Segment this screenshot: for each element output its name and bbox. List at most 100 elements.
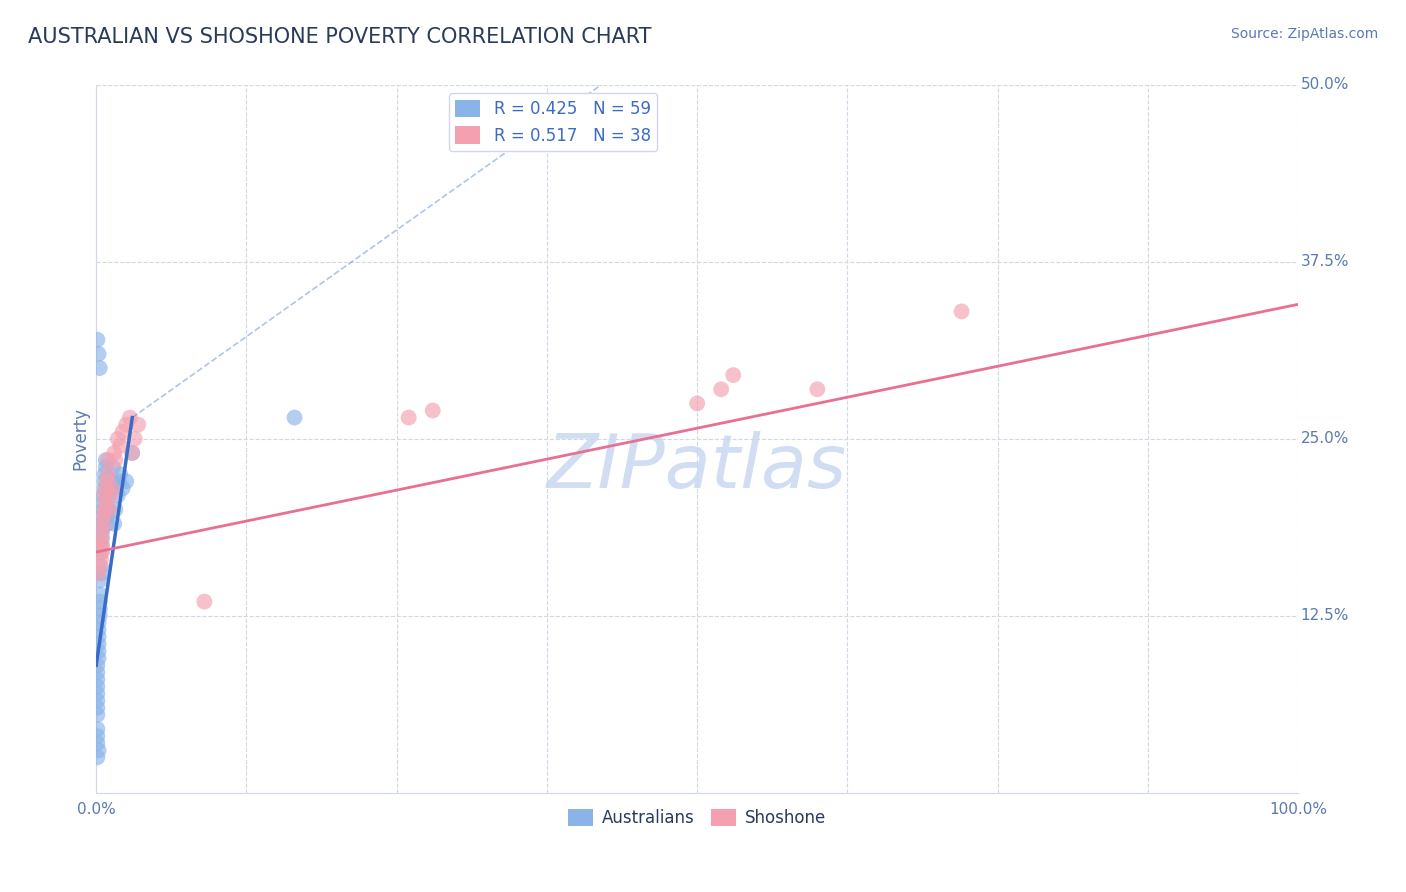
Point <box>96 509 118 524</box>
Point <box>94 453 117 467</box>
Point <box>93 502 115 516</box>
Point <box>86 658 108 673</box>
Point <box>91 509 114 524</box>
Point <box>89 608 111 623</box>
Point <box>104 502 127 516</box>
Point <box>115 417 138 432</box>
Point <box>89 601 111 615</box>
Point <box>283 410 305 425</box>
Point <box>97 453 120 467</box>
Point <box>86 680 108 694</box>
Point <box>806 382 828 396</box>
Point <box>111 425 134 439</box>
Point <box>97 488 120 502</box>
Point <box>101 481 124 495</box>
Point <box>87 637 110 651</box>
Point <box>121 446 143 460</box>
Point <box>89 574 111 588</box>
Point <box>94 481 117 495</box>
Point <box>93 502 115 516</box>
Point <box>98 502 121 516</box>
Point <box>89 538 111 552</box>
Point <box>91 516 114 531</box>
Point <box>87 651 110 665</box>
Point <box>90 531 112 545</box>
Point <box>93 467 115 482</box>
Point <box>90 545 112 559</box>
Point <box>86 333 108 347</box>
Point <box>89 594 111 608</box>
Point <box>97 502 120 516</box>
Point <box>86 665 108 680</box>
Point <box>127 417 149 432</box>
Point <box>91 531 114 545</box>
Point <box>87 630 110 644</box>
Point <box>97 467 120 482</box>
Point <box>94 495 117 509</box>
Point <box>86 750 108 764</box>
Point <box>90 559 112 574</box>
Point <box>93 516 115 531</box>
Point <box>86 673 108 687</box>
Point <box>103 516 125 531</box>
Point <box>87 615 110 630</box>
Point <box>90 566 112 581</box>
Point <box>93 509 115 524</box>
Point <box>710 382 733 396</box>
Point <box>91 538 114 552</box>
Point <box>86 687 108 701</box>
Text: ZIPatlas: ZIPatlas <box>547 431 848 503</box>
Point <box>110 439 132 453</box>
Point <box>93 495 115 509</box>
Text: Source: ZipAtlas.com: Source: ZipAtlas.com <box>1230 27 1378 41</box>
Point <box>87 347 110 361</box>
Point <box>100 481 122 495</box>
Point <box>86 722 108 736</box>
Point <box>86 729 108 743</box>
Point <box>89 361 111 376</box>
Point <box>124 432 146 446</box>
Point <box>86 693 108 707</box>
Point <box>86 700 108 714</box>
Point <box>87 644 110 658</box>
Point <box>100 488 122 502</box>
Point <box>101 460 124 475</box>
Point <box>91 524 114 538</box>
Point <box>101 475 124 489</box>
Point <box>89 559 111 574</box>
Point <box>107 488 129 502</box>
Point <box>950 304 973 318</box>
Point <box>110 467 132 482</box>
Point <box>107 432 129 446</box>
Point <box>87 623 110 637</box>
Point <box>118 410 141 425</box>
Text: AUSTRALIAN VS SHOSHONE POVERTY CORRELATION CHART: AUSTRALIAN VS SHOSHONE POVERTY CORRELATI… <box>28 27 651 46</box>
Point <box>87 743 110 757</box>
Point <box>398 410 420 425</box>
Point <box>87 566 110 581</box>
Point <box>721 368 744 383</box>
Point <box>89 587 111 601</box>
Point <box>121 446 143 460</box>
Point <box>686 396 709 410</box>
Point <box>108 475 131 489</box>
Point <box>193 594 215 608</box>
Point <box>96 475 118 489</box>
Point <box>90 552 112 566</box>
Point <box>94 460 117 475</box>
Point <box>93 475 115 489</box>
Point <box>86 736 108 750</box>
Point <box>111 481 134 495</box>
Point <box>96 516 118 531</box>
Y-axis label: Poverty: Poverty <box>72 408 89 470</box>
Point <box>90 538 112 552</box>
Text: 25.0%: 25.0% <box>1301 432 1348 446</box>
Point <box>86 707 108 722</box>
Text: 12.5%: 12.5% <box>1301 608 1348 624</box>
Point <box>422 403 444 417</box>
Text: 37.5%: 37.5% <box>1301 254 1348 269</box>
Point <box>91 524 114 538</box>
Point <box>93 488 115 502</box>
Point <box>104 453 127 467</box>
Point <box>103 446 125 460</box>
